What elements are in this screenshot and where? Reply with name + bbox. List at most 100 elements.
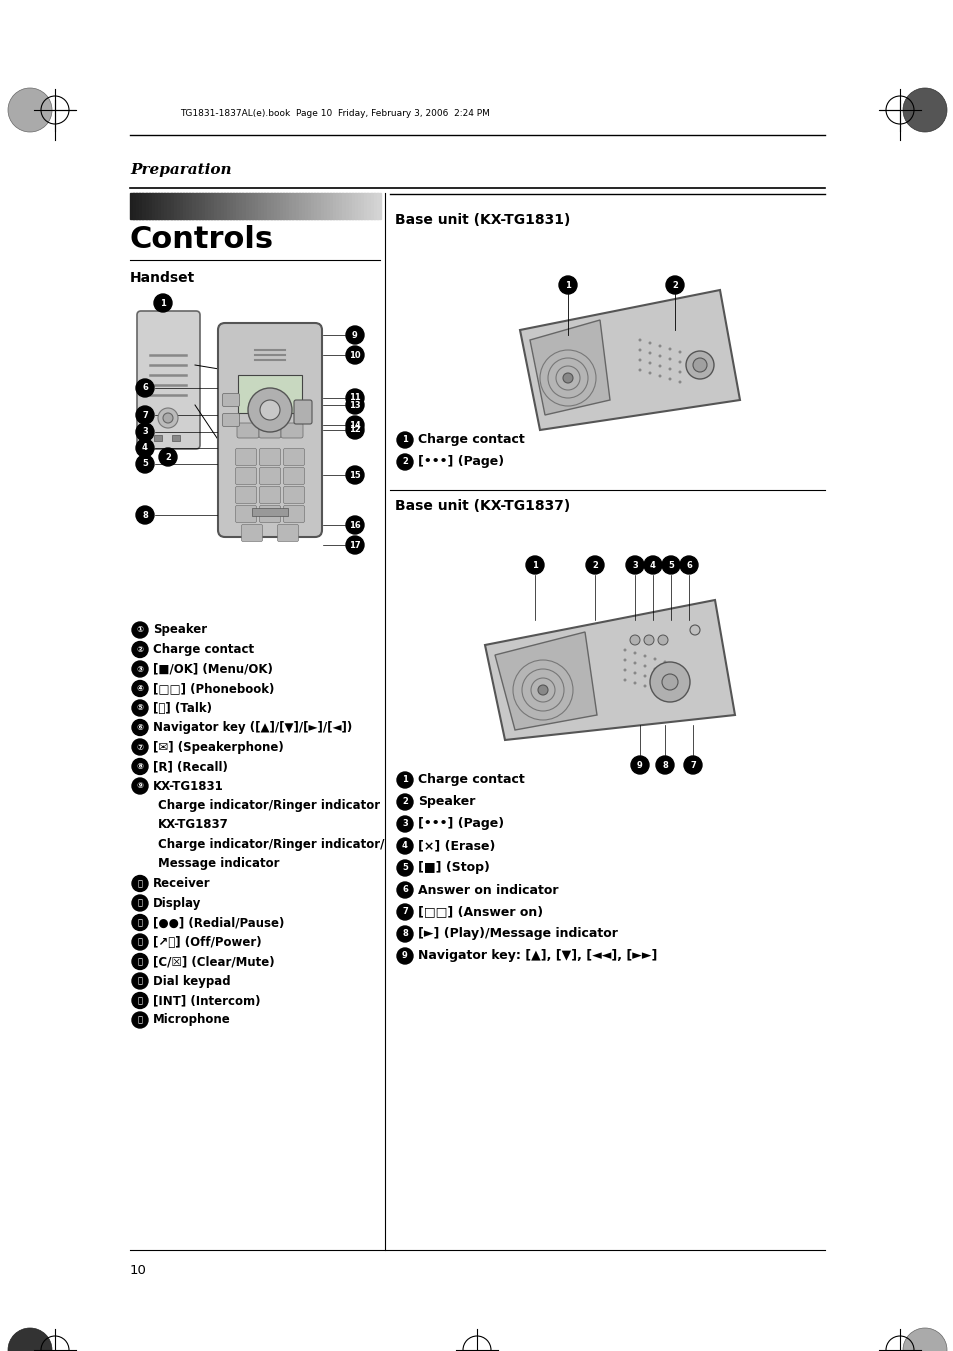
Circle shape — [346, 326, 364, 345]
Circle shape — [662, 670, 666, 674]
Bar — [355, 193, 358, 219]
Circle shape — [633, 651, 636, 654]
Circle shape — [658, 345, 660, 347]
Circle shape — [132, 720, 148, 735]
Bar — [146, 193, 150, 219]
Text: ⑦: ⑦ — [136, 743, 143, 751]
Bar — [264, 193, 268, 219]
Text: [×] (Erase): [×] (Erase) — [417, 839, 495, 852]
Circle shape — [346, 389, 364, 407]
Text: 7: 7 — [689, 761, 695, 770]
Bar — [374, 193, 377, 219]
Circle shape — [8, 1328, 52, 1351]
FancyBboxPatch shape — [259, 449, 280, 466]
Circle shape — [396, 816, 413, 832]
Text: 9: 9 — [352, 331, 357, 339]
Bar — [323, 193, 328, 219]
Bar — [330, 193, 334, 219]
Bar — [190, 193, 193, 219]
Bar — [161, 193, 165, 219]
Bar — [154, 193, 159, 219]
FancyBboxPatch shape — [259, 505, 280, 523]
Circle shape — [136, 423, 153, 440]
Circle shape — [648, 342, 651, 345]
Circle shape — [396, 925, 413, 942]
Circle shape — [638, 358, 640, 362]
Bar — [274, 193, 277, 219]
Circle shape — [132, 915, 148, 931]
Circle shape — [629, 635, 639, 644]
Text: ②: ② — [136, 644, 143, 654]
Circle shape — [163, 413, 172, 423]
FancyBboxPatch shape — [235, 449, 256, 466]
Bar — [173, 193, 177, 219]
Circle shape — [132, 758, 148, 774]
Text: 8: 8 — [142, 511, 148, 520]
Text: 9: 9 — [402, 951, 408, 961]
Bar — [220, 193, 225, 219]
FancyBboxPatch shape — [222, 393, 239, 407]
Text: ⑥: ⑥ — [136, 723, 143, 732]
Text: [●●] (Redial/Pause): [●●] (Redial/Pause) — [152, 916, 284, 929]
Text: Answer on indicator: Answer on indicator — [417, 884, 558, 897]
Text: Charge contact: Charge contact — [417, 774, 524, 786]
Circle shape — [132, 739, 148, 755]
Circle shape — [132, 642, 148, 658]
Text: ⑨: ⑨ — [136, 781, 143, 790]
Circle shape — [136, 407, 153, 424]
Circle shape — [396, 432, 413, 449]
Circle shape — [653, 688, 656, 690]
Text: ⑰: ⑰ — [137, 996, 142, 1005]
Circle shape — [633, 662, 636, 665]
Circle shape — [902, 1328, 946, 1351]
Circle shape — [132, 681, 148, 697]
Circle shape — [679, 557, 698, 574]
FancyBboxPatch shape — [235, 467, 256, 485]
Bar — [349, 193, 353, 219]
Bar — [208, 193, 212, 219]
Bar — [186, 193, 191, 219]
Bar — [317, 193, 321, 219]
Circle shape — [638, 339, 640, 342]
Text: ③: ③ — [136, 665, 143, 674]
FancyBboxPatch shape — [241, 524, 262, 542]
Circle shape — [159, 449, 177, 466]
Circle shape — [158, 408, 178, 428]
Bar — [205, 193, 209, 219]
Circle shape — [658, 365, 660, 367]
Bar — [361, 193, 365, 219]
Circle shape — [346, 396, 364, 413]
Bar — [245, 193, 250, 219]
Bar — [311, 193, 315, 219]
Circle shape — [396, 838, 413, 854]
Text: Controls: Controls — [130, 226, 274, 254]
Circle shape — [623, 648, 626, 651]
Circle shape — [132, 894, 148, 911]
Text: 13: 13 — [349, 400, 360, 409]
Circle shape — [623, 658, 626, 662]
Bar — [370, 193, 375, 219]
Bar — [152, 193, 156, 219]
Circle shape — [625, 557, 643, 574]
FancyBboxPatch shape — [236, 423, 258, 438]
Text: 10: 10 — [130, 1263, 147, 1277]
Text: 7: 7 — [402, 908, 408, 916]
Bar — [130, 193, 134, 219]
Text: Microphone: Microphone — [152, 1013, 231, 1027]
Text: 15: 15 — [349, 470, 360, 480]
Text: 12: 12 — [349, 426, 360, 435]
FancyBboxPatch shape — [218, 323, 322, 536]
Circle shape — [648, 351, 651, 354]
Bar — [308, 193, 312, 219]
Bar — [195, 193, 199, 219]
Text: 4: 4 — [142, 443, 148, 453]
Bar — [298, 193, 302, 219]
Text: [•••] (Page): [•••] (Page) — [417, 455, 503, 469]
Circle shape — [132, 875, 148, 892]
Bar — [293, 193, 296, 219]
Bar — [342, 193, 346, 219]
Polygon shape — [484, 600, 734, 740]
Circle shape — [396, 882, 413, 898]
Circle shape — [662, 690, 666, 693]
Bar — [345, 193, 350, 219]
